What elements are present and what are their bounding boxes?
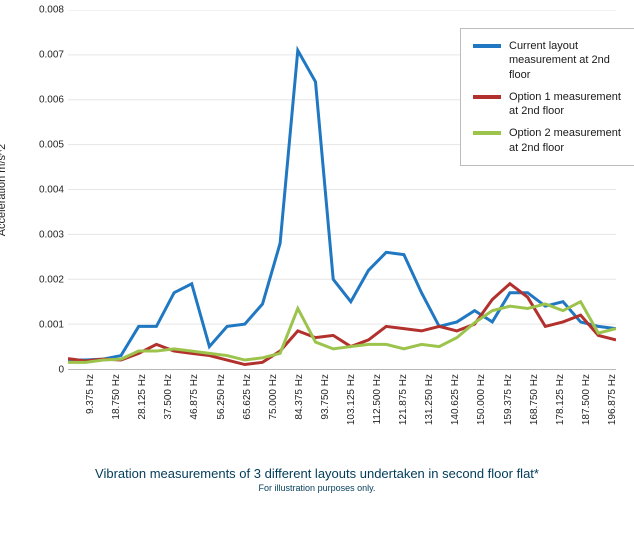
x-tick: 196.875 Hz [607,374,618,425]
legend-swatch [473,44,501,48]
x-axis-ticks: 9.375 Hz 18.750 Hz 28.125 Hz 37.500 Hz 46.87… [68,370,616,460]
x-tick: 75.000 Hz [268,374,279,420]
y-tick: 0.006 [39,95,64,106]
y-tick: 0.003 [39,230,64,241]
x-tick: 37.500 Hz [163,374,174,420]
y-tick: 0.002 [39,275,64,286]
x-tick: 84.375 Hz [294,374,305,420]
chart-caption-sub: For illustration purposes only. [10,483,624,493]
x-tick: 46.875 Hz [189,374,200,420]
legend-label: Option 2 measurement at 2nd floor [509,126,628,155]
legend: Current layout measurement at 2nd floor O… [460,28,634,166]
x-tick: 112.500 Hz [372,374,383,424]
y-axis-label: Acceleration m/s^2 [0,144,8,237]
legend-swatch [473,95,501,99]
vibration-line-chart: Acceleration m/s^2 00.0010.0020.0030.004… [10,10,624,493]
x-tick: 56.250 Hz [216,374,227,420]
y-axis-ticks: 00.0010.0020.0030.0040.0050.0060.0070.00… [10,10,64,370]
legend-item: Option 2 measurement at 2nd floor [473,126,628,155]
legend-swatch [473,131,501,135]
legend-label: Option 1 measurement at 2nd floor [509,90,628,119]
x-tick: 93.750 Hz [320,374,331,420]
x-tick: 140.625 Hz [450,374,461,425]
x-tick: 131.250 Hz [424,374,435,425]
legend-item: Current layout measurement at 2nd floor [473,39,628,82]
chart-caption: Vibration measurements of 3 different la… [10,466,624,481]
x-tick: 178.125 Hz [555,374,566,425]
x-tick: 159.375 Hz [503,374,514,425]
y-tick: 0.004 [39,185,64,196]
x-tick: 121.875 Hz [398,374,409,425]
y-tick: 0 [58,365,64,376]
x-tick: 168.750 Hz [529,374,540,425]
x-tick: 65.625 Hz [242,374,253,420]
x-tick: 150.000 Hz [476,374,487,425]
y-tick: 0.008 [39,5,64,16]
chart-area: Acceleration m/s^2 00.0010.0020.0030.004… [10,10,624,460]
x-tick: 103.125 Hz [346,374,357,425]
x-tick: 187.500 Hz [581,374,592,425]
legend-label: Current layout measurement at 2nd floor [509,39,628,82]
y-tick: 0.001 [39,320,64,331]
x-tick: 18.750 Hz [111,374,122,420]
y-tick: 0.007 [39,50,64,61]
x-tick: 28.125 Hz [137,374,148,420]
y-tick: 0.005 [39,140,64,151]
legend-item: Option 1 measurement at 2nd floor [473,90,628,119]
x-tick: 9.375 Hz [85,374,96,414]
plot-region: Current layout measurement at 2nd floorO… [68,10,616,370]
series-line [68,302,616,363]
